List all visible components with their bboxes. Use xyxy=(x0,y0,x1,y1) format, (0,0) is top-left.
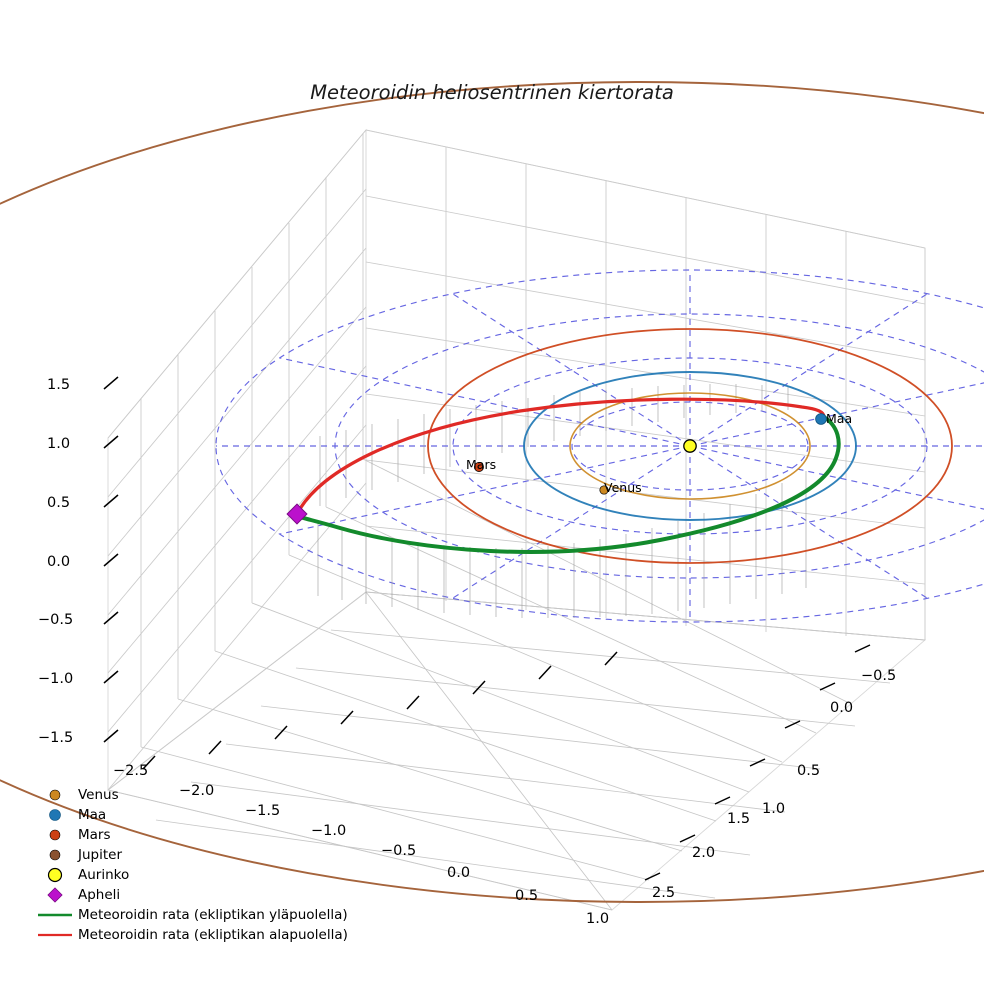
legend-label-aurinko: Aurinko xyxy=(78,867,129,883)
grid-floor xyxy=(107,458,926,911)
page-title: Meteoroidin heliosentrinen kiertorata xyxy=(310,81,674,104)
orbit-mars xyxy=(427,328,953,564)
y-axis: −0.5 0.0 0.5 1.0 1.5 2.0 2.5 xyxy=(644,644,896,901)
x-tick-5: 0.0 xyxy=(447,865,470,881)
y-tick-1: 0.0 xyxy=(830,700,853,716)
x-tick-0: −2.5 xyxy=(113,763,148,779)
meteoroid-z-stems xyxy=(317,384,807,618)
polar-grid xyxy=(215,269,984,623)
z-tick-5: −1.0 xyxy=(38,671,73,687)
maa-marker xyxy=(815,413,827,425)
mars-marker xyxy=(474,462,484,472)
y-tick-5: 2.0 xyxy=(692,845,715,861)
legend-label-above: Meteoroidin rata (ekliptikan yläpuolella… xyxy=(78,907,348,923)
label-venus: Venus xyxy=(604,480,642,495)
x-axis: −2.5 −2.0 −1.5 −1.0 −0.5 0.0 0.5 1.0 xyxy=(113,651,618,927)
y-tick-4: 1.5 xyxy=(727,811,750,827)
x-tick-1: −2.0 xyxy=(179,783,214,799)
legend-label-below: Meteoroidin rata (ekliptikan alapuolella… xyxy=(78,927,348,943)
legend-marker-mars xyxy=(49,829,61,841)
x-tick-7: 1.0 xyxy=(586,911,609,927)
legend-marker-apheli xyxy=(47,887,63,903)
legend-label-maa: Maa xyxy=(78,807,106,823)
legend-label-venus: Venus xyxy=(78,787,119,803)
z-tick-4: −0.5 xyxy=(38,612,73,628)
y-tick-0: −0.5 xyxy=(861,668,896,684)
z-tick-6: −1.5 xyxy=(38,730,73,746)
orbit-jupiter xyxy=(0,81,984,903)
z-tick-3: 0.0 xyxy=(47,554,70,570)
legend-label-apheli: Apheli xyxy=(78,887,120,903)
grid-right-wall xyxy=(365,129,926,641)
venus-marker xyxy=(599,485,609,495)
z-tick-2: 0.5 xyxy=(47,495,70,511)
x-tick-2: −1.5 xyxy=(245,803,280,819)
sun-marker xyxy=(683,439,697,453)
label-maa: Maa xyxy=(826,411,852,426)
legend-marker-venus xyxy=(49,789,61,801)
y-tick-2: 0.5 xyxy=(797,763,820,779)
y-tick-6: 2.5 xyxy=(652,885,675,901)
orbit-maa xyxy=(523,371,857,521)
meteoroid-orbit-above xyxy=(295,415,841,554)
apheli-marker xyxy=(286,503,308,525)
z-tick-0: 1.5 xyxy=(47,377,70,393)
x-tick-4: −0.5 xyxy=(381,843,416,859)
legend: Venus Maa Mars Jupiter Aurinko Apheli Me… xyxy=(38,787,348,943)
z-tick-1: 1.0 xyxy=(47,436,70,452)
label-mars: Mars xyxy=(466,457,496,472)
legend-marker-jupiter xyxy=(49,849,61,861)
meteoroid-orbit-below xyxy=(295,397,826,516)
legend-marker-aurinko xyxy=(47,867,63,883)
x-tick-6: 0.5 xyxy=(515,888,538,904)
y-tick-3: 1.0 xyxy=(762,801,785,817)
grid-left-wall xyxy=(107,129,367,791)
z-axis: 1.5 1.0 0.5 0.0 −0.5 −1.0 −1.5 xyxy=(38,376,119,746)
orbit-venus xyxy=(569,392,811,500)
legend-label-mars: Mars xyxy=(78,827,111,843)
legend-marker-maa xyxy=(49,809,61,821)
x-tick-3: −1.0 xyxy=(311,823,346,839)
legend-label-jupiter: Jupiter xyxy=(77,847,122,863)
